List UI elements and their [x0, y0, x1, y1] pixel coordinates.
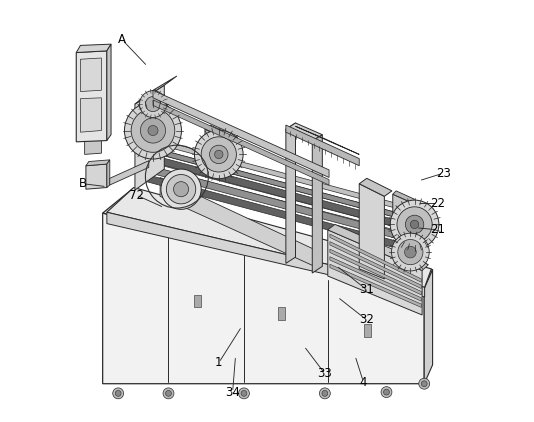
Polygon shape: [143, 164, 422, 245]
Polygon shape: [278, 307, 285, 320]
Circle shape: [239, 388, 249, 399]
Polygon shape: [81, 58, 101, 92]
Polygon shape: [86, 164, 107, 189]
Polygon shape: [330, 234, 421, 282]
Text: 32: 32: [359, 314, 374, 327]
Polygon shape: [81, 98, 101, 132]
Circle shape: [167, 175, 196, 204]
Text: 72: 72: [129, 189, 144, 202]
Polygon shape: [107, 187, 431, 287]
Circle shape: [421, 381, 427, 387]
Text: 21: 21: [430, 223, 445, 236]
Polygon shape: [143, 145, 422, 225]
Polygon shape: [312, 135, 323, 273]
Text: B: B: [80, 177, 88, 190]
Polygon shape: [393, 194, 412, 233]
Circle shape: [241, 390, 247, 396]
Circle shape: [163, 388, 174, 399]
Polygon shape: [153, 100, 329, 185]
Circle shape: [113, 388, 124, 399]
Circle shape: [398, 240, 423, 265]
Text: 31: 31: [359, 283, 374, 296]
Polygon shape: [286, 123, 323, 141]
Circle shape: [174, 181, 189, 197]
Polygon shape: [295, 126, 359, 154]
Circle shape: [319, 388, 331, 399]
Circle shape: [391, 233, 429, 271]
Polygon shape: [143, 135, 422, 215]
Circle shape: [322, 390, 328, 396]
Polygon shape: [330, 257, 421, 301]
Circle shape: [131, 109, 175, 152]
Circle shape: [410, 220, 419, 229]
Polygon shape: [359, 179, 392, 196]
Circle shape: [383, 389, 389, 395]
Polygon shape: [143, 145, 422, 225]
Text: 1: 1: [215, 356, 223, 369]
Circle shape: [194, 130, 243, 179]
Circle shape: [201, 137, 237, 172]
Polygon shape: [424, 270, 433, 384]
Polygon shape: [205, 125, 238, 142]
Circle shape: [381, 387, 392, 398]
Text: 34: 34: [225, 386, 240, 399]
Polygon shape: [107, 160, 110, 187]
Polygon shape: [107, 212, 425, 297]
Circle shape: [419, 378, 430, 389]
Polygon shape: [194, 295, 201, 307]
Polygon shape: [330, 249, 421, 295]
Polygon shape: [364, 324, 371, 337]
Polygon shape: [153, 90, 329, 178]
Circle shape: [405, 215, 424, 234]
Polygon shape: [328, 225, 428, 271]
Text: 33: 33: [318, 367, 332, 380]
Polygon shape: [143, 156, 422, 234]
Text: 23: 23: [436, 167, 451, 180]
Circle shape: [404, 246, 416, 258]
Polygon shape: [160, 178, 317, 268]
Polygon shape: [110, 161, 149, 185]
Polygon shape: [84, 140, 101, 154]
Circle shape: [390, 200, 439, 249]
Polygon shape: [143, 174, 422, 255]
Polygon shape: [103, 189, 433, 289]
Circle shape: [148, 125, 158, 135]
Circle shape: [209, 145, 228, 164]
Polygon shape: [330, 264, 421, 307]
Polygon shape: [205, 129, 233, 173]
Polygon shape: [135, 85, 164, 190]
Polygon shape: [393, 191, 414, 203]
Polygon shape: [286, 125, 359, 166]
Polygon shape: [330, 242, 421, 289]
Text: 4: 4: [360, 376, 367, 389]
Circle shape: [166, 390, 171, 396]
Polygon shape: [143, 153, 422, 234]
Polygon shape: [286, 123, 295, 263]
Circle shape: [145, 97, 161, 112]
Circle shape: [161, 169, 201, 209]
Polygon shape: [135, 76, 177, 104]
Polygon shape: [86, 160, 110, 166]
Circle shape: [124, 102, 182, 159]
Circle shape: [139, 91, 167, 117]
Text: A: A: [119, 33, 127, 46]
Circle shape: [397, 207, 432, 242]
Circle shape: [140, 118, 166, 143]
Polygon shape: [103, 213, 424, 384]
Polygon shape: [143, 165, 422, 241]
Circle shape: [115, 390, 121, 396]
Polygon shape: [107, 44, 111, 141]
Polygon shape: [76, 44, 111, 52]
Polygon shape: [359, 184, 384, 279]
Circle shape: [215, 150, 223, 159]
Polygon shape: [76, 51, 107, 142]
Text: 22: 22: [430, 197, 445, 210]
Polygon shape: [328, 230, 422, 315]
